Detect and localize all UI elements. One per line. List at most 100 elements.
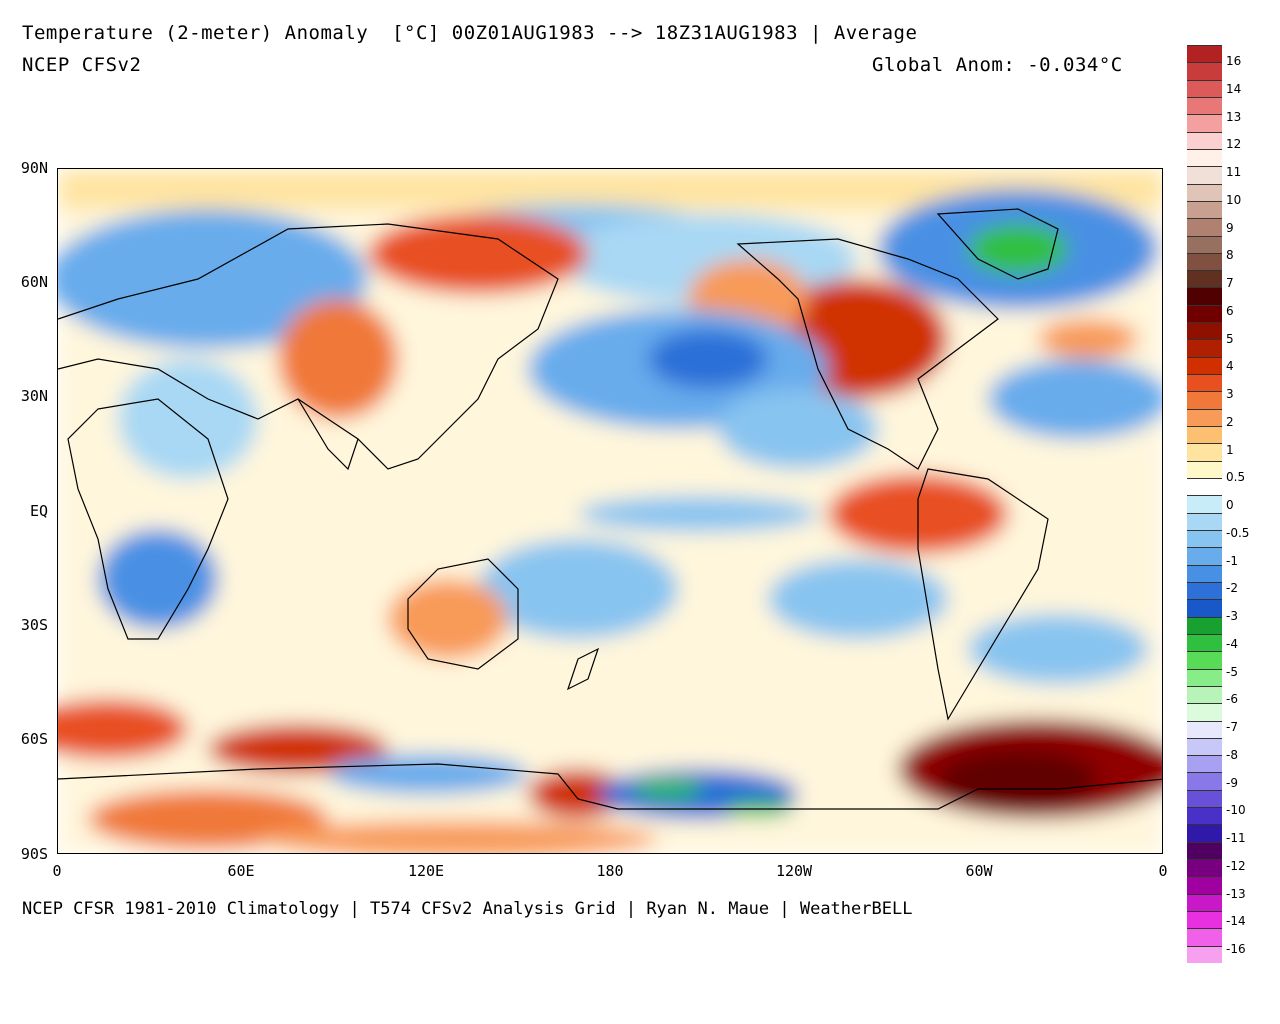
colorbar-segment	[1187, 945, 1222, 964]
colorbar-label: 2	[1226, 414, 1234, 429]
colorbar-segment	[1187, 183, 1222, 202]
colorbar-segment	[1187, 685, 1222, 704]
lon-tick: 60W	[965, 862, 993, 880]
lon-tick: 0	[1158, 862, 1168, 880]
colorbar-segment	[1187, 599, 1222, 618]
colorbar-label: -2	[1226, 581, 1238, 596]
colorbar-label: -11	[1226, 831, 1246, 845]
colorbar-segment	[1187, 893, 1222, 912]
colorbar-label: 9	[1226, 220, 1234, 235]
colorbar-label: -16	[1226, 942, 1246, 956]
colorbar-segment	[1187, 651, 1222, 670]
colorbar-segment	[1187, 148, 1222, 167]
colorbar-segment	[1187, 928, 1222, 947]
colorbar-segment	[1187, 616, 1222, 635]
colorbar-segment	[1187, 114, 1222, 133]
colorbar-label: -5	[1226, 664, 1238, 679]
colorbar-segment	[1187, 200, 1222, 219]
colorbar-segment	[1187, 62, 1222, 81]
colorbar-segment	[1187, 633, 1222, 652]
colorbar-label: -8	[1226, 747, 1238, 762]
colorbar-segment	[1187, 478, 1222, 496]
lon-tick: 60E	[227, 862, 255, 880]
colorbar-segment	[1187, 824, 1222, 843]
colorbar-segment	[1187, 131, 1222, 150]
colorbar-segment	[1187, 668, 1222, 687]
colorbar-segment	[1187, 512, 1222, 531]
colorbar-segment	[1187, 720, 1222, 739]
lat-tick: 60N	[20, 273, 48, 291]
colorbar-segment	[1187, 529, 1222, 548]
lon-tick: 0	[52, 862, 62, 880]
colorbar-segment	[1187, 426, 1222, 444]
colorbar-segment	[1187, 443, 1222, 462]
colorbar-label: -13	[1226, 886, 1246, 901]
colorbar-label: 10	[1226, 192, 1242, 207]
colorbar-segment	[1187, 339, 1222, 358]
map-title: Temperature (2-meter) Anomaly [°C] 00Z01…	[22, 22, 918, 44]
colorbar-segment	[1187, 304, 1222, 323]
colorbar-segment	[1187, 460, 1222, 479]
colorbar-label: 13	[1226, 109, 1242, 124]
colorbar-label: -4	[1226, 636, 1238, 651]
lat-tick: 60S	[20, 730, 48, 748]
colorbar-segment	[1187, 408, 1222, 427]
colorbar-segment	[1187, 218, 1222, 237]
colorbar-segment	[1187, 45, 1222, 63]
colorbar-label: 0.5	[1226, 470, 1246, 485]
colorbar	[1187, 45, 1222, 964]
colorbar-segment	[1187, 581, 1222, 600]
colorbar-segment	[1187, 911, 1222, 929]
colorbar-label: 12	[1226, 137, 1242, 152]
model-name: NCEP CFSv2	[22, 54, 142, 76]
colorbar-label: -9	[1226, 775, 1238, 790]
credits-footer: NCEP CFSR 1981-2010 Climatology | T574 C…	[22, 899, 913, 919]
colorbar-segment	[1187, 755, 1222, 773]
colorbar-label: 0	[1226, 498, 1234, 512]
colorbar-label: -0.5	[1226, 525, 1250, 540]
colorbar-segment	[1187, 79, 1222, 98]
colorbar-segment	[1187, 737, 1222, 756]
colorbar-label: 5	[1226, 331, 1234, 346]
colorbar-label: 1	[1226, 442, 1234, 457]
colorbar-label: 16	[1226, 54, 1242, 68]
lon-tick: 120W	[775, 862, 813, 880]
colorbar-label: 3	[1226, 387, 1234, 401]
colorbar-segment	[1187, 166, 1222, 185]
anomaly-map	[57, 168, 1163, 854]
coastlines	[58, 208, 1162, 810]
colorbar-segment	[1187, 564, 1222, 583]
colorbar-label: 6	[1226, 303, 1234, 318]
colorbar-segment	[1187, 547, 1222, 566]
lat-tick: 30S	[20, 616, 48, 634]
colorbar-segment	[1187, 772, 1222, 791]
colorbar-segment	[1187, 703, 1222, 721]
colorbar-segment	[1187, 876, 1222, 895]
colorbar-segment	[1187, 270, 1222, 288]
colorbar-segment	[1187, 235, 1222, 254]
lat-tick: 30N	[20, 387, 48, 405]
colorbar-segment	[1187, 859, 1222, 877]
colorbar-label: 7	[1226, 276, 1234, 290]
colorbar-label: -6	[1226, 692, 1238, 707]
colorbar-label: -1	[1226, 553, 1238, 568]
lat-tick: 90S	[20, 845, 48, 863]
colorbar-segment	[1187, 322, 1222, 340]
global-anomaly: Global Anom: -0.034°C	[872, 54, 1123, 76]
colorbar-segment	[1187, 807, 1222, 825]
lon-tick: 180	[596, 862, 624, 880]
colorbar-label: 11	[1226, 165, 1242, 179]
colorbar-label: -3	[1226, 609, 1238, 623]
colorbar-label: -14	[1226, 914, 1246, 929]
colorbar-segment	[1187, 96, 1222, 115]
colorbar-segment	[1187, 789, 1222, 808]
colorbar-label: 14	[1226, 81, 1242, 96]
colorbar-label: -10	[1226, 803, 1246, 818]
colorbar-segment	[1187, 356, 1222, 375]
colorbar-label: -12	[1226, 858, 1246, 873]
colorbar-label: 4	[1226, 359, 1234, 374]
colorbar-label: 8	[1226, 248, 1234, 263]
lon-tick: 120E	[407, 862, 445, 880]
colorbar-label: -7	[1226, 720, 1238, 734]
colorbar-segment	[1187, 287, 1222, 306]
